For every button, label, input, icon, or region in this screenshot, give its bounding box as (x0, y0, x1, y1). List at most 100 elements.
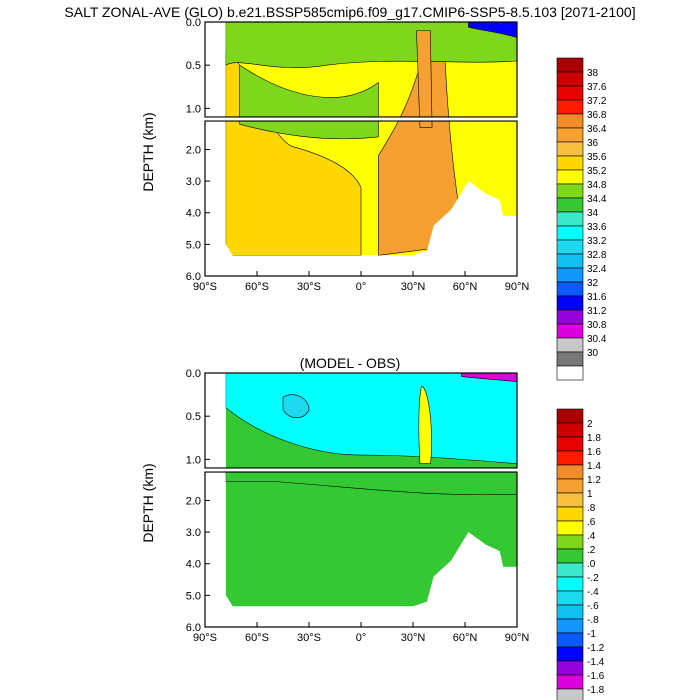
y-tick-label: 1.0 (186, 454, 201, 466)
colorbar-label: 32.4 (587, 264, 607, 275)
colorbar-label: .4 (587, 531, 596, 542)
colorbar-label: -.6 (587, 601, 599, 612)
colorbar-label: 1 (587, 489, 593, 500)
colorbar-label: -.8 (587, 615, 599, 626)
colorbar-label: -1.2 (587, 643, 605, 654)
colorbar-swatch (556, 464, 584, 480)
x-tick-label: 30°S (297, 632, 321, 644)
x-tick-label: 90°N (505, 281, 530, 293)
y-tick-label: 6.0 (186, 271, 201, 283)
colorbar-swatch (556, 183, 584, 199)
upper-frame (204, 372, 518, 469)
colorbar-label: -1.6 (587, 671, 605, 682)
salinity-plot-area (204, 21, 518, 277)
field-region-thermocline_south (282, 394, 310, 418)
panel-2-title: (MODEL - OBS) (300, 355, 401, 371)
colorbar-swatch (556, 478, 584, 494)
x-tick-label: 0° (356, 281, 367, 293)
colorbar-swatch (556, 197, 584, 213)
field-region-north_positive (418, 385, 432, 464)
panel-2-y-axis-title: DEPTH (km) (140, 463, 156, 542)
colorbar-swatch (556, 141, 584, 157)
y-tick-label: 2.0 (186, 144, 201, 156)
difference-colorbar: 21.81.61.41.21.8.6.4.2.0-.2-.4-.6-.8-1-1… (556, 408, 605, 700)
figure-title: SALT ZONAL-AVE (GLO) b.e21.BSSP585cmip6.… (64, 4, 635, 20)
colorbar-label: 30 (587, 348, 599, 359)
colorbar-label: 30.8 (587, 320, 607, 331)
colorbar-label: .2 (587, 545, 596, 556)
colorbar-swatch (556, 562, 584, 578)
colorbar-label: .8 (587, 503, 596, 514)
colorbar-swatch (556, 225, 584, 241)
y-tick-label: 0.0 (186, 17, 201, 29)
colorbar-label: .0 (587, 559, 596, 570)
x-tick-label: 60°S (245, 281, 269, 293)
colorbar-label: .6 (587, 517, 596, 528)
colorbar-swatch (556, 281, 584, 297)
colorbar-swatch (556, 57, 584, 73)
panel-2-x-ticks: 90°S 60°S 30°S 0° 30°N 60°N 90°N (193, 622, 529, 644)
colorbar-label: 35.2 (587, 166, 607, 177)
x-tick-label: 30°N (401, 632, 426, 644)
panel-difference: (MODEL - OBS) DEPTH (km) 0.00.51.02.03.0… (140, 355, 605, 700)
colorbar-swatch (556, 337, 584, 353)
panel-1-y-axis-title: DEPTH (km) (140, 112, 156, 191)
y-tick-label: 5.0 (186, 239, 201, 251)
colorbar-label: 36.8 (587, 110, 607, 121)
colorbar-swatch (556, 323, 584, 339)
colorbar-swatch (556, 351, 584, 367)
salinity-colorbar: 38 37.6 37.2 36.8 36.4 36 35.6 35.2 34.8 34.4 34 33… (556, 57, 607, 381)
colorbar-label: 34.4 (587, 194, 607, 205)
colorbar-swatch (556, 211, 584, 227)
panel-1-x-ticks: 90°S 60°S 30°S 0° 30°N 60°N 90°N (193, 271, 529, 293)
panel-1-y-ticks: 0.0 0.5 1.0 2.0 3.0 4.0 5.0 6.0 (186, 17, 210, 283)
colorbar-label: 1.4 (587, 461, 601, 472)
colorbar-swatch (556, 113, 584, 129)
colorbar-swatch (556, 422, 584, 438)
frame-gap (204, 117, 518, 121)
colorbar-swatch (556, 85, 584, 101)
colorbar-swatch (556, 295, 584, 311)
colorbar-label: 31.2 (587, 306, 607, 317)
colorbar-label: 33.6 (587, 222, 607, 233)
colorbar-swatch (556, 492, 584, 508)
x-tick-label: 30°N (401, 281, 426, 293)
field-region-intermediate (225, 467, 518, 496)
colorbar-label: -1 (587, 629, 596, 640)
colorbar-swatch (556, 450, 584, 466)
x-tick-label: 0° (356, 632, 367, 644)
colorbar-swatch (556, 267, 584, 283)
colorbar-label: 37.6 (587, 82, 607, 93)
colorbar-swatch (556, 169, 584, 185)
colorbar-swatch (556, 604, 584, 620)
y-tick-label: 1.0 (186, 103, 201, 115)
colorbar-label: 31.6 (587, 292, 607, 303)
y-tick-label: 0.5 (186, 60, 201, 72)
field-region-mediterranean_outflow (416, 30, 433, 128)
colorbar-swatch (556, 520, 584, 536)
y-tick-label: 5.0 (186, 590, 201, 602)
colorbar-label: -.2 (587, 573, 599, 584)
colorbar-swatch (556, 548, 584, 564)
y-tick-label: 4.0 (186, 559, 201, 571)
field-region-surface (225, 22, 518, 68)
colorbar-swatch (556, 309, 584, 325)
y-tick-label: 2.0 (186, 495, 201, 507)
y-tick-label: 0.0 (186, 368, 201, 380)
colorbar-swatch (556, 646, 584, 662)
colorbar-swatch (556, 660, 584, 676)
colorbar-label: 35.6 (587, 152, 607, 163)
upper-frame (204, 21, 518, 118)
x-tick-label: 60°N (453, 281, 478, 293)
colorbar-label: 1.6 (587, 447, 601, 458)
colorbar-swatch (556, 590, 584, 606)
colorbar-swatch (556, 365, 584, 381)
colorbar-swatch (556, 534, 584, 550)
colorbar-swatch (556, 506, 584, 522)
colorbar-label: 2 (587, 419, 593, 430)
colorbar-label: 33.2 (587, 236, 607, 247)
x-tick-label: 30°S (297, 281, 321, 293)
colorbar-swatch (556, 618, 584, 634)
panel-salinity: DEPTH (km) 0.0 0.5 1.0 2.0 3.0 4.0 5.0 6.0 90°S… (140, 17, 607, 381)
